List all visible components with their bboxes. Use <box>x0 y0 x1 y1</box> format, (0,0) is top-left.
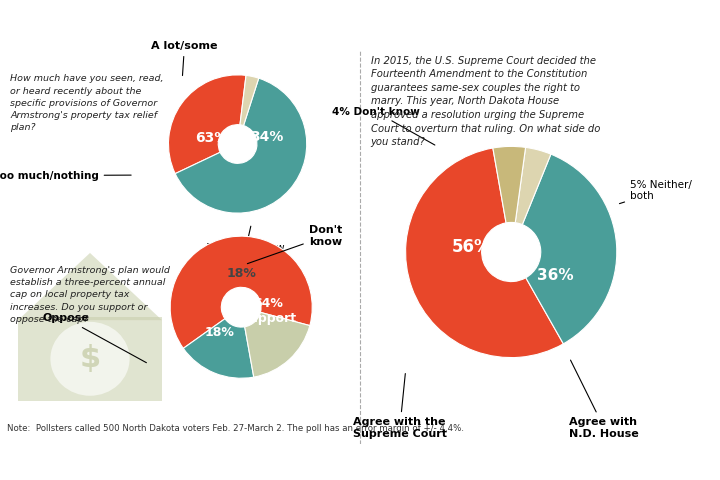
Text: Agree with the
Supreme Court: Agree with the Supreme Court <box>353 373 447 439</box>
Text: PROPERTY TAXES: PROPERTY TAXES <box>109 25 247 39</box>
Text: Oppose: Oppose <box>42 313 146 363</box>
Text: 56%: 56% <box>451 238 491 256</box>
Text: $: $ <box>79 344 101 373</box>
Text: Agree with
N.D. House: Agree with N.D. House <box>570 360 639 439</box>
Text: 18%: 18% <box>226 266 256 280</box>
Circle shape <box>50 322 130 396</box>
Text: 4% Don't know: 4% Don't know <box>332 107 435 145</box>
Wedge shape <box>516 147 551 225</box>
Wedge shape <box>175 78 307 213</box>
Wedge shape <box>405 148 563 358</box>
Text: Not too much/nothing: Not too much/nothing <box>0 170 131 180</box>
Text: Don't
know: Don't know <box>248 226 342 264</box>
Wedge shape <box>170 236 312 348</box>
Text: 63%: 63% <box>194 132 228 145</box>
Text: Source: North Dakota News Cooperative, WPA Intelligence: Source: North Dakota News Cooperative, W… <box>7 457 271 467</box>
Text: 34%: 34% <box>250 130 283 144</box>
Text: 3% Don't know: 3% Don't know <box>207 226 285 253</box>
Text: 18%: 18% <box>205 325 235 338</box>
Wedge shape <box>240 75 258 126</box>
Text: In 2015, the U.S. Supreme Court decided the
Fourteenth Amendment to the Constitu: In 2015, the U.S. Supreme Court decided … <box>371 56 600 147</box>
Text: 64%
Support: 64% Support <box>240 297 296 325</box>
Wedge shape <box>168 75 246 174</box>
Text: SAME-SEX MARRIAGE: SAME-SEX MARRIAGE <box>458 25 626 39</box>
Text: How much have you seen, read,
or heard recently about the
specific provisions of: How much have you seen, read, or heard r… <box>10 74 164 132</box>
Wedge shape <box>522 154 617 344</box>
Text: Governor Armstrong's plan would
establish a three-percent annual
cap on local pr: Governor Armstrong's plan would establis… <box>10 266 170 324</box>
Polygon shape <box>18 253 162 320</box>
Wedge shape <box>184 319 253 378</box>
Text: Note:  Pollsters called 500 North Dakota voters Feb. 27-March 2. The poll has an: Note: Pollsters called 500 North Dakota … <box>7 424 464 432</box>
Text: 36%: 36% <box>537 268 574 283</box>
Text: 5% Neither/
both: 5% Neither/ both <box>619 180 692 204</box>
Wedge shape <box>493 146 526 223</box>
Text: A lot/some: A lot/some <box>151 41 217 75</box>
Text: Troy Becker / The Forum: Troy Becker / The Forum <box>590 457 713 467</box>
FancyBboxPatch shape <box>18 317 162 401</box>
Wedge shape <box>245 312 310 377</box>
